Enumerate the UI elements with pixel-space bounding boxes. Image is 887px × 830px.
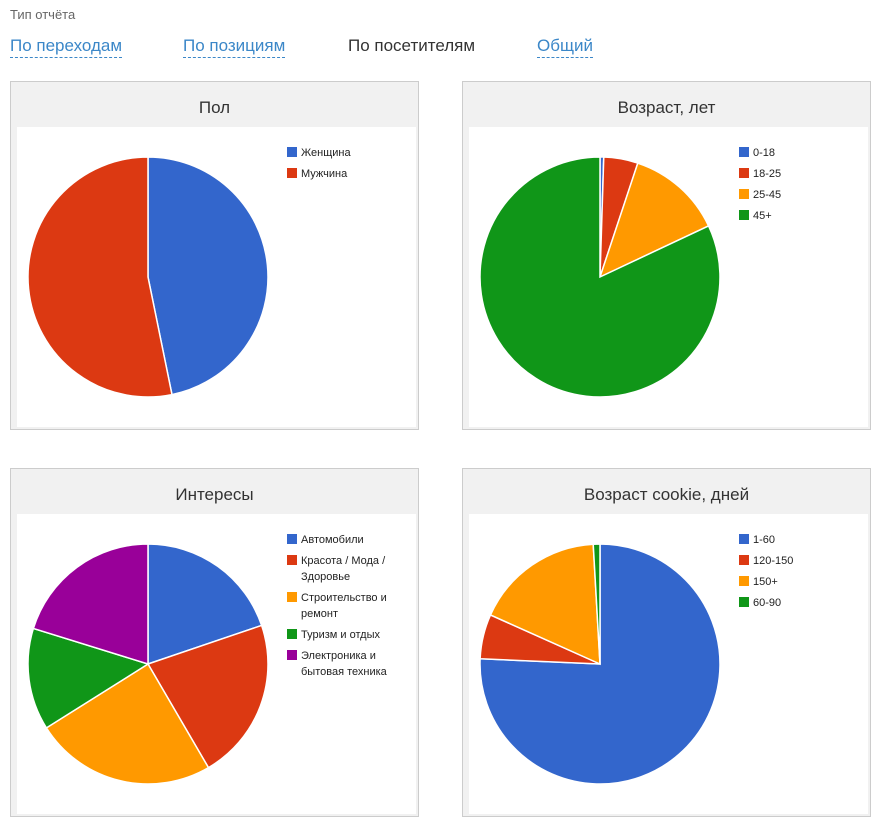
pie-chart [479,543,721,785]
legend-label: 150+ [753,576,778,588]
legend-item[interactable]: 120-150 [739,553,864,569]
tab-general[interactable]: Общий [537,35,593,58]
legend-item[interactable]: Женщина [287,145,412,161]
chart-legend: 1-60 120-150 150+ 60-90 [739,532,864,616]
legend-swatch [739,555,749,565]
chart-title: Пол [198,98,231,117]
chart-title: Возраст, лет [617,98,716,117]
pie-slice-красота-мода-здоровье[interactable] [146,624,269,769]
legend-item[interactable]: Мужчина [287,166,412,182]
pie-slice-25-45[interactable] [598,162,710,279]
legend-label: 25-45 [753,189,782,201]
pie-slice-автомобили[interactable] [147,543,263,666]
age-chart-panel: Возраст, лет 0-18 18-25 25-45 45+ [462,81,871,430]
chart-legend: Женщина Мужчина [287,145,412,187]
chart-legend: 0-18 18-25 25-45 45+ [739,145,864,229]
pie-slice-45[interactable] [479,156,721,398]
tab-by-referrals[interactable]: По переходам [10,35,123,58]
legend-item[interactable]: 60-90 [739,595,864,611]
legend-item[interactable]: 18-25 [739,166,864,182]
legend-swatch [287,147,297,157]
legend-swatch [287,629,297,639]
legend-swatch [739,210,749,220]
legend-label: Женщина [301,147,351,159]
legend-swatch [739,147,749,157]
legend-swatch [287,650,297,660]
legend-item[interactable]: 0-18 [739,145,864,161]
pie-slice-60-90[interactable] [592,543,601,665]
legend-item[interactable]: Строительство и ремонт [287,590,412,622]
tab-by-visitors[interactable]: По посетителям [348,36,476,55]
interests-chart-panel: Интересы Автомобили Красота / Мода / Здор… [10,468,419,817]
legend-label: 0-18 [753,147,776,159]
legend-label: 1-60 [753,534,776,546]
pie-chart [27,543,269,785]
pie-slice-150[interactable] [489,543,601,666]
legend-label: 120-150 [753,555,794,567]
legend-item[interactable]: 45+ [739,208,864,224]
legend-item[interactable]: Туризм и отдых [287,627,412,643]
pie-chart [27,156,269,398]
legend-item[interactable]: Автомобили [287,532,412,548]
legend-swatch [287,534,297,544]
legend-label: Строительство и ремонт [301,592,387,620]
cookie-age-chart-panel: Возраст cookie, дней 1-60 120-150 150+ 60-9… [462,468,871,817]
pie-slice-женщина[interactable] [147,156,269,396]
legend-label: 18-25 [753,168,782,180]
legend-label: Туризм и отдых [301,629,380,641]
gender-chart-panel: Пол Женщина Мужчина [10,81,419,430]
legend-swatch [287,555,297,565]
legend-item[interactable]: Электроника и бытовая техника [287,648,412,680]
legend-item[interactable]: 150+ [739,574,864,590]
tab-by-positions[interactable]: По позициям [183,35,286,58]
legend-label: 60-90 [753,597,782,609]
legend-swatch [287,592,297,602]
pie-chart [479,156,721,398]
legend-label: 45+ [753,210,772,222]
pie-slice-электроника-и-бытовая-техника[interactable] [32,543,149,666]
legend-item[interactable]: Красота / Мода / Здоровье [287,553,412,585]
chart-legend: Автомобили Красота / Мода / Здоровье Строи… [287,532,412,685]
legend-label: Красота / Мода / Здоровье [301,555,386,583]
legend-swatch [739,534,749,544]
chart-area: 0-18 18-25 25-45 45+ [469,127,868,427]
legend-swatch [739,576,749,586]
chart-area: Женщина Мужчина [17,127,416,427]
pie-slice-строительство-и-ремонт[interactable] [45,662,210,785]
report-type-label: Тип отчёта [10,7,76,22]
legend-item[interactable]: 1-60 [739,532,864,548]
pie-slice-туризм-и-отдых[interactable] [27,627,150,729]
legend-swatch [287,168,297,178]
legend-label: Мужчина [301,168,348,180]
chart-title: Возраст cookie, дней [583,485,750,504]
legend-swatch [739,597,749,607]
legend-label: Электроника и бытовая техника [301,650,387,678]
chart-area: 1-60 120-150 150+ 60-90 [469,514,868,814]
legend-item[interactable]: 25-45 [739,187,864,203]
pie-slice-мужчина[interactable] [27,156,173,398]
legend-label: Автомобили [301,534,364,546]
chart-title: Интересы [175,485,254,504]
legend-swatch [739,168,749,178]
legend-swatch [739,189,749,199]
chart-area: Автомобили Красота / Мода / Здоровье Строи… [17,514,416,814]
